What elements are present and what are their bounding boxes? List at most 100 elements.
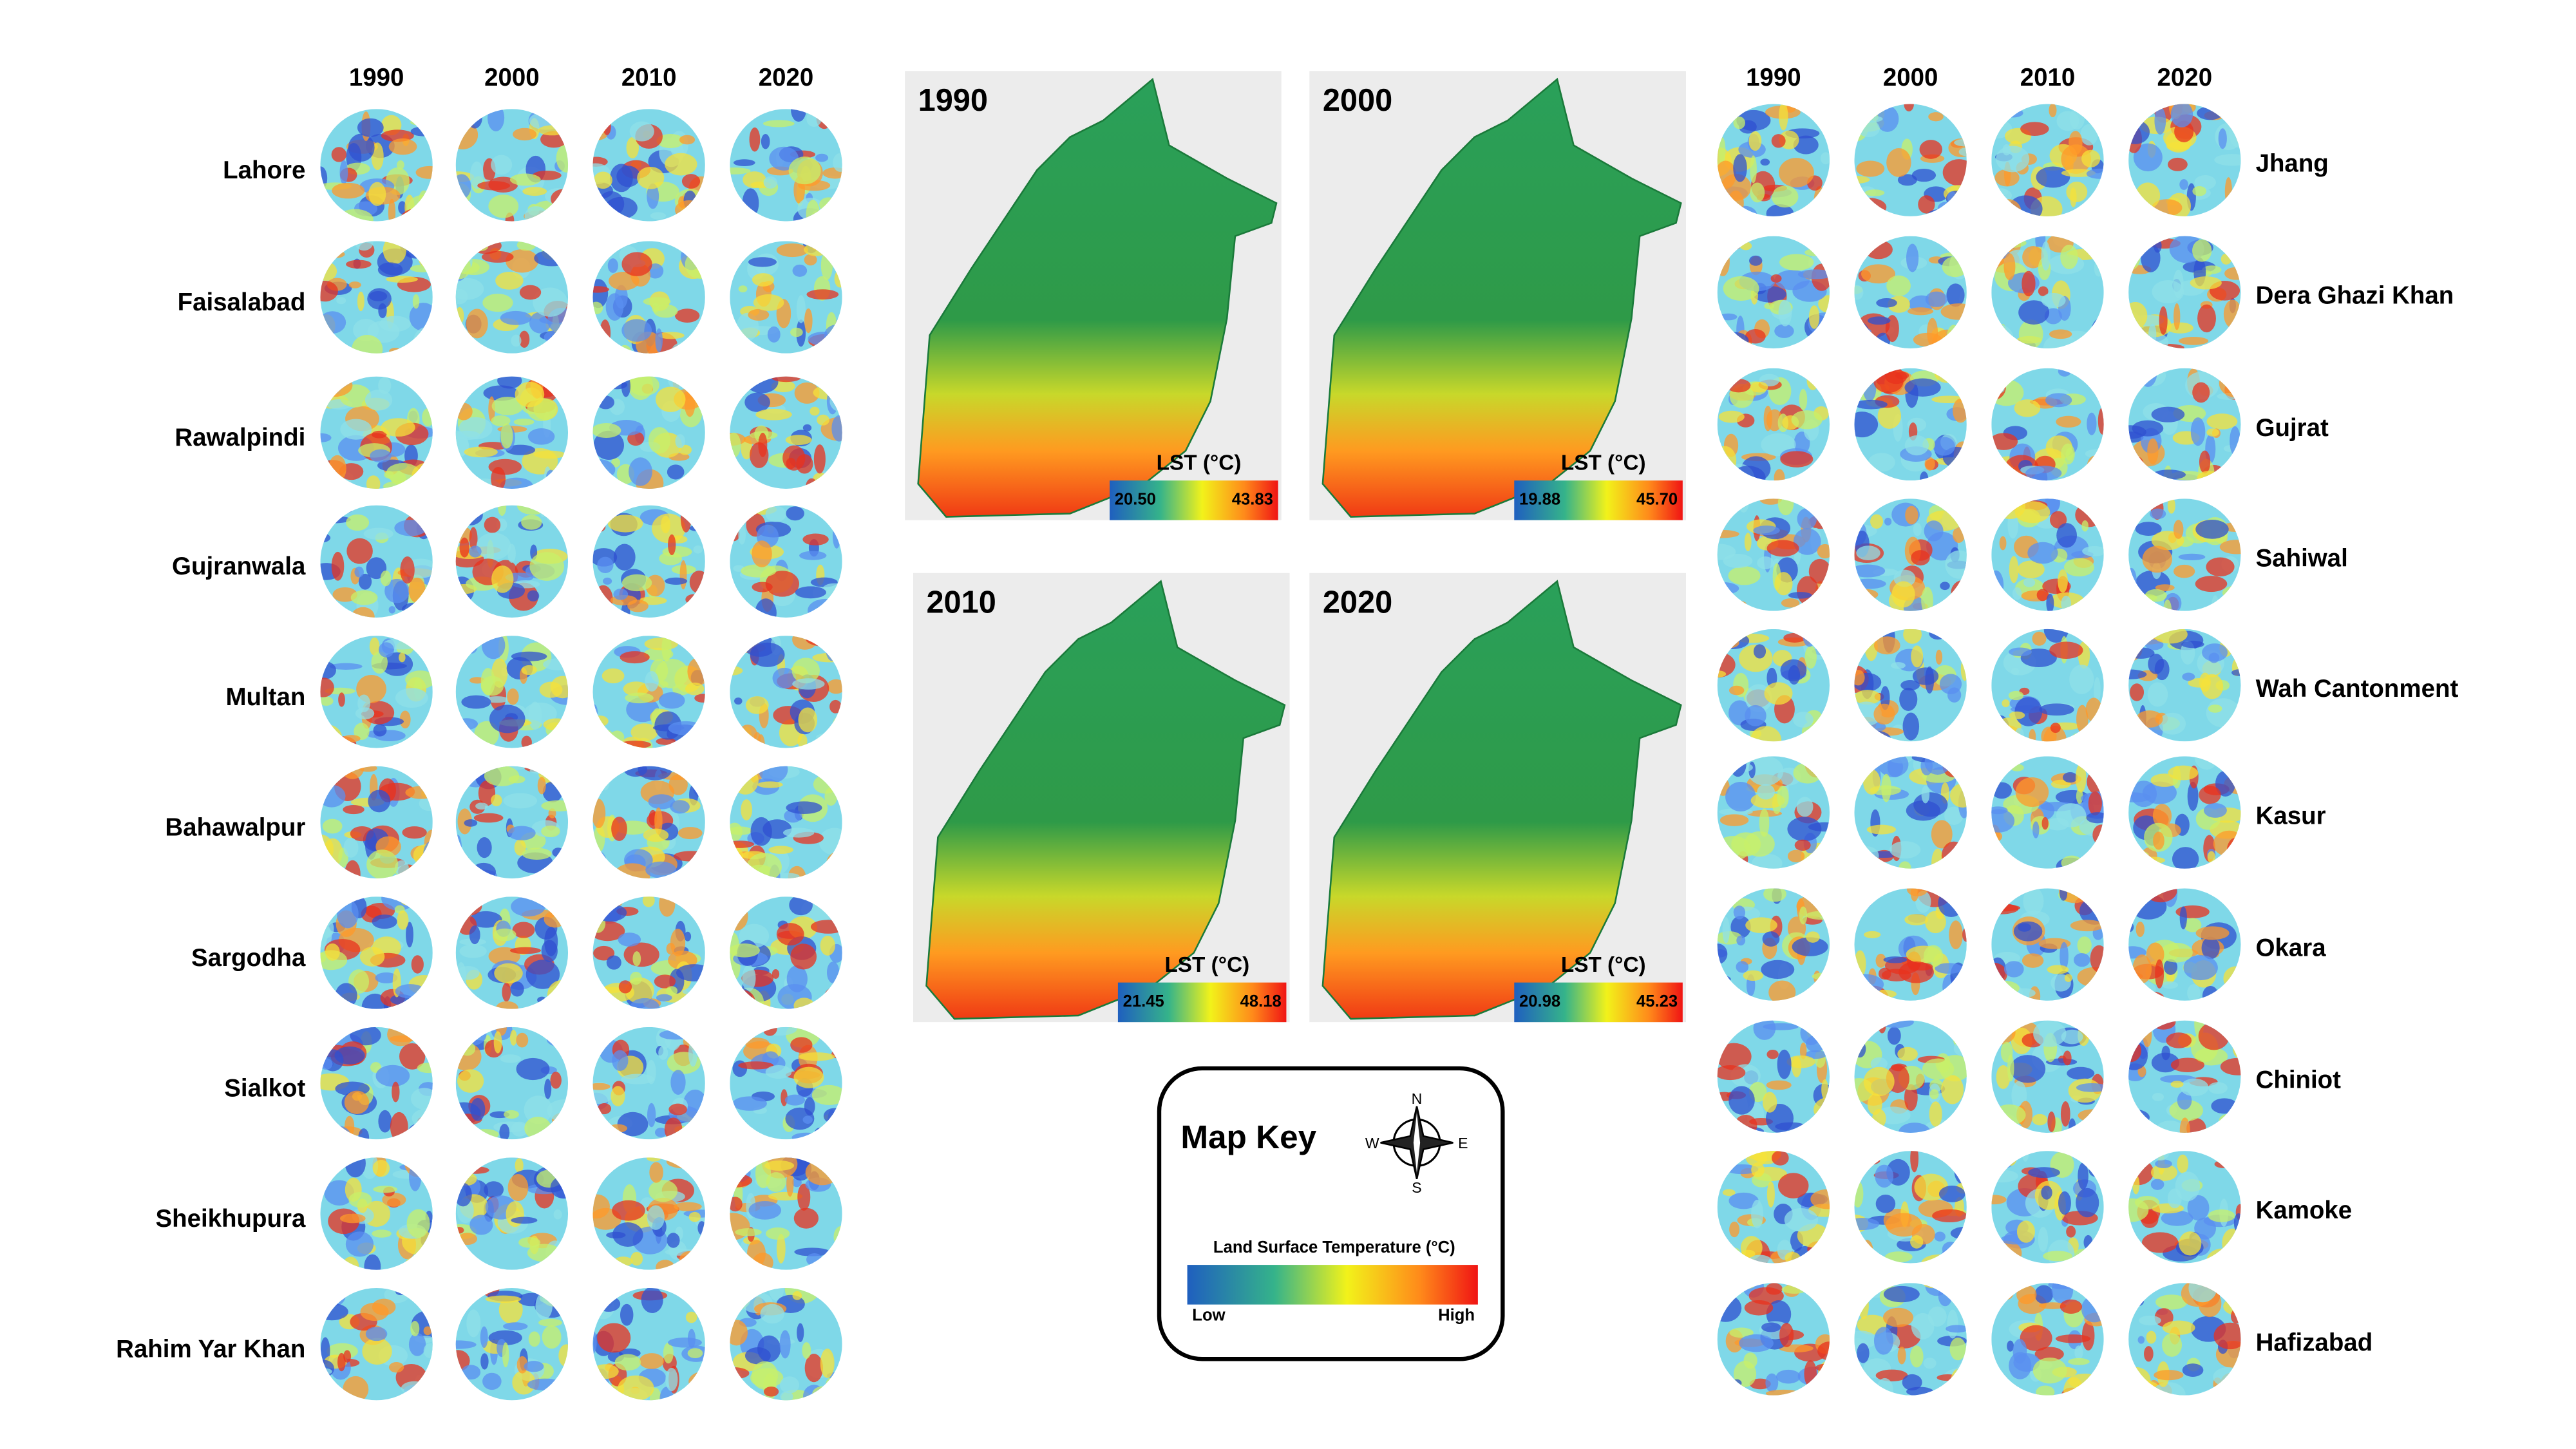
heat-patch — [746, 376, 779, 393]
heat-patch — [829, 601, 842, 618]
heat-patch — [758, 766, 788, 783]
heat-patch — [1761, 960, 1795, 979]
heat-patch — [2003, 253, 2016, 281]
heat-patch — [2132, 1175, 2140, 1195]
heat-patch — [495, 1001, 518, 1009]
city-lst-map — [320, 896, 433, 1009]
heat-patch — [2152, 629, 2188, 644]
heat-patch — [485, 1295, 522, 1303]
heat-patch — [2178, 553, 2206, 561]
city-lst-map — [1854, 368, 1967, 481]
heat-patch — [2128, 1039, 2142, 1063]
year-header: 1990 — [349, 64, 404, 91]
heat-patch — [325, 943, 340, 961]
heat-patch — [341, 766, 365, 779]
heat-patch — [786, 801, 822, 815]
city-label: Bahawalpur — [165, 813, 305, 841]
heat-patch — [611, 457, 621, 468]
heat-patch — [2179, 179, 2188, 190]
heat-patch — [2009, 556, 2019, 583]
heat-patch — [748, 257, 777, 267]
heat-patch — [680, 505, 692, 533]
heat-patch — [670, 1070, 686, 1095]
city-lst-map — [2128, 1020, 2241, 1133]
heat-patch — [469, 527, 478, 551]
heat-patch — [2065, 448, 2074, 461]
heat-patch — [2081, 470, 2095, 481]
heat-patch — [1766, 1049, 1779, 1059]
heat-patch — [1720, 600, 1747, 608]
heat-patch — [761, 134, 770, 149]
heat-patch — [2128, 629, 2145, 652]
heat-patch — [1819, 629, 1830, 649]
heat-patch — [1804, 205, 1828, 216]
heat-patch — [2219, 369, 2241, 398]
heat-patch — [2137, 592, 2146, 611]
heat-patch — [562, 1395, 569, 1401]
heat-patch — [329, 663, 363, 670]
heat-patch — [388, 138, 417, 155]
heat-patch — [2179, 906, 2187, 930]
heat-patch — [321, 1125, 351, 1140]
heat-patch — [1915, 891, 1931, 913]
heat-patch — [1854, 195, 1871, 216]
heat-patch — [650, 212, 667, 220]
heat-patch — [592, 704, 598, 721]
heat-patch — [668, 1103, 687, 1115]
city-lst-map — [455, 505, 569, 618]
heat-patch — [1793, 135, 1819, 155]
heat-patch — [592, 209, 601, 222]
heat-patch — [1951, 580, 1967, 605]
heat-patch — [2033, 1020, 2067, 1047]
city-lst-map — [455, 636, 569, 748]
heat-patch — [352, 334, 383, 354]
heat-patch — [741, 799, 753, 820]
heat-patch — [810, 406, 820, 416]
heat-patch — [1794, 839, 1811, 851]
heat-patch — [1991, 245, 2007, 267]
heat-patch — [1864, 240, 1893, 260]
heat-patch — [826, 679, 842, 694]
heat-patch — [2081, 1320, 2095, 1351]
heat-patch — [1991, 570, 2004, 600]
city-label: Gujranwala — [172, 553, 306, 580]
heat-patch — [2206, 698, 2240, 728]
heat-patch — [527, 590, 540, 601]
city-lst-map — [2128, 104, 2241, 216]
heat-patch — [2213, 1254, 2241, 1264]
heat-patch — [592, 850, 607, 877]
heat-patch — [497, 376, 522, 389]
heat-patch — [2232, 1036, 2241, 1058]
heat-patch — [620, 651, 650, 664]
key-legend-title: Land Surface Temperature (°C) — [1213, 1238, 1455, 1256]
heat-patch — [2046, 593, 2054, 611]
heat-patch — [762, 1027, 777, 1036]
heat-patch — [383, 241, 406, 265]
heat-patch — [524, 1117, 552, 1140]
heat-patch — [1870, 734, 1883, 742]
heat-patch — [2219, 1253, 2241, 1264]
heat-patch — [2076, 1083, 2104, 1092]
heat-patch — [687, 1348, 703, 1358]
heat-patch — [1792, 937, 1828, 956]
heat-patch — [637, 166, 665, 189]
heat-patch — [603, 577, 612, 585]
heat-patch — [2093, 1376, 2101, 1396]
heat-patch — [1938, 889, 1965, 917]
heat-patch — [1774, 324, 1794, 338]
heat-patch — [1921, 1254, 1958, 1264]
heat-patch — [2041, 1186, 2052, 1200]
heat-patch — [638, 766, 672, 781]
city-lst-map — [592, 505, 705, 618]
heat-patch — [2025, 466, 2062, 481]
heat-patch — [462, 1027, 471, 1036]
heat-patch — [687, 636, 704, 650]
heat-patch — [2032, 1357, 2067, 1384]
heat-patch — [2155, 1294, 2188, 1310]
heat-patch — [2056, 803, 2087, 828]
heat-patch — [1824, 368, 1830, 397]
heat-patch — [1766, 1181, 1775, 1208]
heat-patch — [1854, 950, 1866, 978]
heat-patch — [2036, 589, 2049, 601]
heat-patch — [2199, 450, 2211, 474]
